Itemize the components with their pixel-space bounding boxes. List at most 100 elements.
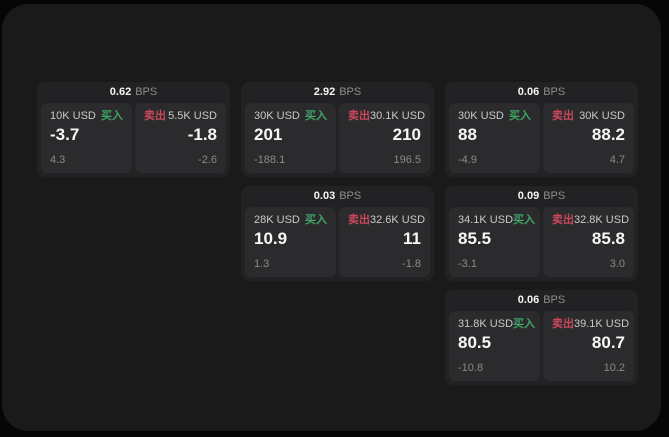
buy-price: 80.5 <box>458 333 492 352</box>
sell-tile[interactable]: 卖出 5.5K USD -1.8 -2.6 <box>135 103 226 173</box>
buy-price: 201 <box>254 125 283 144</box>
buy-amount: 30K USD <box>458 110 504 122</box>
quote-card: 0.03 BPS 28K USD 买入 10.9 1.3 卖出 32.6K US… <box>241 186 434 281</box>
sell-amount: 5.5K USD <box>168 110 217 122</box>
sell-price: 80.7 <box>591 333 625 352</box>
card-header: 0.62 BPS <box>37 82 230 103</box>
buy-change: 1.3 <box>254 258 270 270</box>
buy-tile[interactable]: 31.8K USD 买入 80.5 -10.8 <box>449 311 540 381</box>
sell-change: 4.7 <box>609 154 625 166</box>
sell-tile[interactable]: 卖出 39.1K USD 80.7 10.2 <box>543 311 634 381</box>
card-header: 0.09 BPS <box>445 186 638 207</box>
buy-labels: 34.1K USD 买入 <box>458 214 535 227</box>
sell-amount: 30K USD <box>579 110 625 122</box>
sell-side-label: 卖出 <box>552 214 574 226</box>
buy-price: 88 <box>458 125 477 144</box>
buy-side-label: 买入 <box>509 110 531 122</box>
sell-amount: 32.8K USD <box>574 214 630 226</box>
sell-tile[interactable]: 卖出 32.6K USD 11 -1.8 <box>339 207 430 277</box>
sell-labels: 卖出 5.5K USD <box>144 110 217 123</box>
quote-card: 0.09 BPS 34.1K USD 买入 85.5 -3.1 卖出 32.8K… <box>445 186 638 281</box>
buy-labels: 30K USD 买入 <box>458 110 531 123</box>
buy-tile[interactable]: 30K USD 买入 88 -4.9 <box>449 103 540 173</box>
bps-unit-label: BPS <box>135 86 158 98</box>
buy-labels: 10K USD 买入 <box>50 110 123 123</box>
buy-change: -4.9 <box>458 154 477 166</box>
buy-side-label: 买入 <box>513 214 536 226</box>
bps-unit-label: BPS <box>543 294 566 306</box>
buy-labels: 31.8K USD 买入 <box>458 318 535 331</box>
card-header: 0.06 BPS <box>445 82 638 103</box>
card-body: 30K USD 买入 201 -188.1 卖出 30.1K USD 210 1… <box>241 103 434 177</box>
buy-change: -3.1 <box>458 258 477 270</box>
card-body: 28K USD 买入 10.9 1.3 卖出 32.6K USD 11 -1.8 <box>241 207 434 281</box>
quotes-board: 0.62 BPS 10K USD 买入 -3.7 4.3 卖出 5.5K USD… <box>2 4 661 431</box>
bps-value: 0.06 <box>517 294 540 306</box>
buy-amount: 28K USD <box>254 214 300 226</box>
sell-side-label: 卖出 <box>348 110 370 122</box>
bps-value: 0.06 <box>517 86 540 98</box>
sell-amount: 39.1K USD <box>574 318 630 330</box>
bps-unit-label: BPS <box>339 190 362 202</box>
sell-change: 10.2 <box>603 362 625 374</box>
sell-side-label: 卖出 <box>552 318 574 330</box>
bps-value: 0.62 <box>109 86 132 98</box>
buy-amount: 31.8K USD <box>458 318 514 330</box>
bps-value: 0.09 <box>517 190 540 202</box>
sell-change: -2.6 <box>198 154 217 166</box>
buy-tile[interactable]: 10K USD 买入 -3.7 4.3 <box>41 103 132 173</box>
sell-labels: 卖出 30.1K USD <box>348 110 425 123</box>
buy-price: 85.5 <box>458 229 492 248</box>
buy-tile[interactable]: 34.1K USD 买入 85.5 -3.1 <box>449 207 540 277</box>
buy-tile[interactable]: 28K USD 买入 10.9 1.3 <box>245 207 336 277</box>
sell-side-label: 卖出 <box>144 110 166 122</box>
sell-tile[interactable]: 卖出 30K USD 88.2 4.7 <box>543 103 634 173</box>
sell-price: 210 <box>392 125 421 144</box>
bps-value: 2.92 <box>313 86 336 98</box>
buy-amount: 10K USD <box>50 110 96 122</box>
sell-labels: 卖出 39.1K USD <box>552 318 629 331</box>
bps-value: 0.03 <box>313 190 336 202</box>
buy-change: -188.1 <box>254 154 286 166</box>
sell-amount: 30.1K USD <box>370 110 426 122</box>
quote-card: 0.62 BPS 10K USD 买入 -3.7 4.3 卖出 5.5K USD… <box>37 82 230 177</box>
quote-card: 2.92 BPS 30K USD 买入 201 -188.1 卖出 30.1K … <box>241 82 434 177</box>
card-body: 30K USD 买入 88 -4.9 卖出 30K USD 88.2 4.7 <box>445 103 638 177</box>
quote-card: 0.06 BPS 31.8K USD 买入 80.5 -10.8 卖出 39.1… <box>445 290 638 385</box>
bps-unit-label: BPS <box>339 86 362 98</box>
buy-price: -3.7 <box>50 125 80 144</box>
sell-price: 85.8 <box>591 229 625 248</box>
buy-change: -10.8 <box>458 362 484 374</box>
buy-labels: 30K USD 买入 <box>254 110 327 123</box>
buy-amount: 30K USD <box>254 110 300 122</box>
card-body: 31.8K USD 买入 80.5 -10.8 卖出 39.1K USD 80.… <box>445 311 638 385</box>
sell-price: 88.2 <box>591 125 625 144</box>
buy-side-label: 买入 <box>513 318 536 330</box>
buy-labels: 28K USD 买入 <box>254 214 327 227</box>
card-header: 0.06 BPS <box>445 290 638 311</box>
sell-side-label: 卖出 <box>552 110 574 122</box>
sell-tile[interactable]: 卖出 32.8K USD 85.8 3.0 <box>543 207 634 277</box>
sell-tile[interactable]: 卖出 30.1K USD 210 196.5 <box>339 103 430 173</box>
sell-side-label: 卖出 <box>348 214 370 226</box>
sell-amount: 32.6K USD <box>370 214 426 226</box>
sell-labels: 卖出 30K USD <box>552 110 625 123</box>
quote-card: 0.06 BPS 30K USD 买入 88 -4.9 卖出 30K USD 8… <box>445 82 638 177</box>
bps-unit-label: BPS <box>543 86 566 98</box>
bps-unit-label: BPS <box>543 190 566 202</box>
sell-labels: 卖出 32.8K USD <box>552 214 629 227</box>
card-header: 0.03 BPS <box>241 186 434 207</box>
sell-change: 3.0 <box>609 258 625 270</box>
sell-labels: 卖出 32.6K USD <box>348 214 425 227</box>
card-header: 2.92 BPS <box>241 82 434 103</box>
buy-amount: 34.1K USD <box>458 214 514 226</box>
sell-price: -1.8 <box>187 125 217 144</box>
card-body: 34.1K USD 买入 85.5 -3.1 卖出 32.8K USD 85.8… <box>445 207 638 281</box>
buy-side-label: 买入 <box>101 110 123 122</box>
buy-price: 10.9 <box>254 229 288 248</box>
buy-tile[interactable]: 30K USD 买入 201 -188.1 <box>245 103 336 173</box>
buy-side-label: 买入 <box>305 110 327 122</box>
sell-price: 11 <box>403 229 421 248</box>
sell-change: -1.8 <box>402 258 421 270</box>
buy-change: 4.3 <box>50 154 66 166</box>
